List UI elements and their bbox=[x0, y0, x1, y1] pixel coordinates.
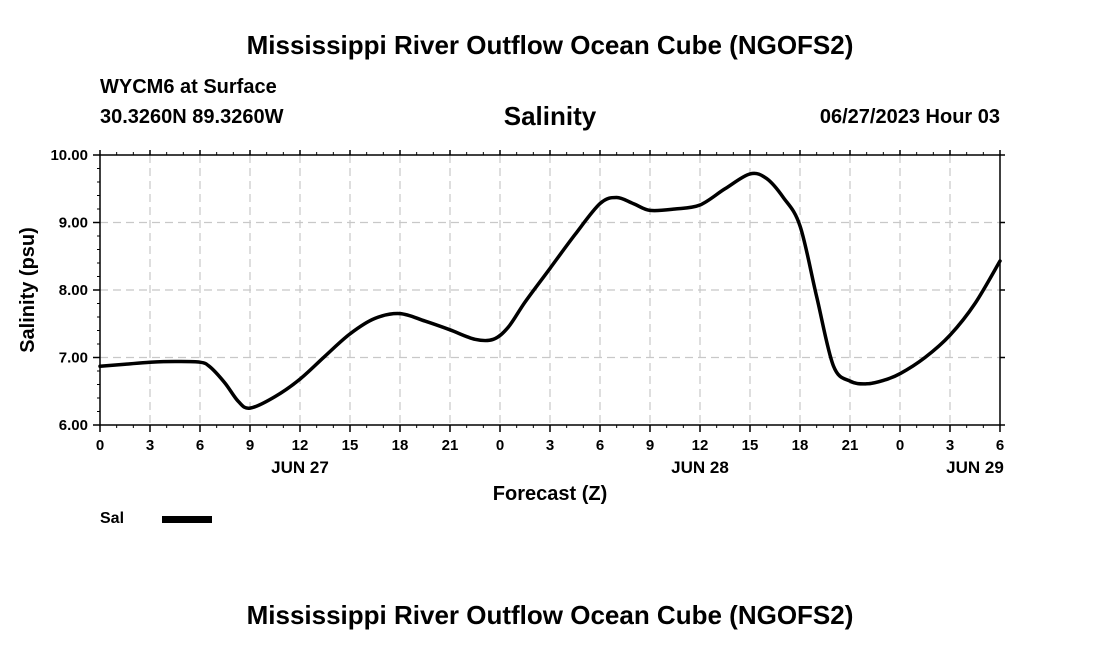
x-tick-label: 6 bbox=[596, 437, 604, 454]
x-tick-label: 15 bbox=[342, 437, 359, 454]
station-coordinates: 30.3260N 89.3260W bbox=[100, 106, 284, 128]
x-day-label: JUN 27 bbox=[271, 458, 329, 477]
x-tick-label: 18 bbox=[392, 437, 409, 454]
legend-label: Sal bbox=[100, 510, 125, 527]
x-tick-label: 0 bbox=[896, 437, 904, 454]
chart-grid bbox=[100, 155, 1000, 425]
y-tick-label: 9.00 bbox=[59, 215, 88, 232]
legend-swatch bbox=[162, 516, 212, 523]
forecast-datetime: 06/27/2023 Hour 03 bbox=[819, 106, 1000, 128]
y-tick-label: 10.00 bbox=[50, 147, 88, 164]
x-day-label: JUN 28 bbox=[671, 458, 729, 477]
footer-title: Mississippi River Outflow Ocean Cube (NG… bbox=[246, 600, 854, 630]
series-line-sal bbox=[98, 171, 1002, 410]
y-tick-label: 7.00 bbox=[59, 350, 88, 367]
x-tick-label: 9 bbox=[646, 437, 654, 454]
y-axis-title: Salinity (psu) bbox=[17, 227, 39, 353]
x-tick-label: 18 bbox=[792, 437, 809, 454]
chart-title: Salinity bbox=[503, 101, 597, 131]
x-axis-title: Forecast (Z) bbox=[493, 483, 607, 505]
x-day-label: JUN 29 bbox=[946, 458, 1004, 477]
station-label: WYCM6 at Surface bbox=[100, 76, 277, 98]
x-tick-label: 0 bbox=[96, 437, 104, 454]
y-tick-label: 6.00 bbox=[59, 417, 88, 434]
x-tick-label: 0 bbox=[496, 437, 504, 454]
x-tick-label: 3 bbox=[946, 437, 954, 454]
x-tick-label: 3 bbox=[546, 437, 554, 454]
x-tick-label: 12 bbox=[292, 437, 309, 454]
page-title: Mississippi River Outflow Ocean Cube (NG… bbox=[246, 30, 854, 60]
x-tick-label: 3 bbox=[146, 437, 154, 454]
x-tick-label: 21 bbox=[442, 437, 459, 454]
x-tick-label: 6 bbox=[996, 437, 1004, 454]
x-tick-label: 15 bbox=[742, 437, 759, 454]
axis-ticks bbox=[93, 150, 1005, 432]
axis-labels: 0 3 6 9 12 15 18 21 0 3 6 9 12 15 18 21 0 3 6 6.00 7.00 8.00 9… bbox=[50, 147, 1004, 477]
x-tick-label: 21 bbox=[842, 437, 859, 454]
x-tick-label: 9 bbox=[246, 437, 254, 454]
x-tick-label: 6 bbox=[196, 437, 204, 454]
y-tick-label: 8.00 bbox=[59, 282, 88, 299]
x-tick-label: 12 bbox=[692, 437, 709, 454]
